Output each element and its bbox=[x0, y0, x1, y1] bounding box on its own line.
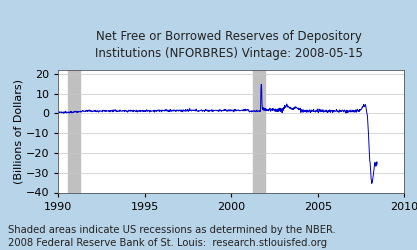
Text: Net Free or Borrowed Reserves of Depository
Institutions (NFORBRES) Vintage: 200: Net Free or Borrowed Reserves of Deposit… bbox=[95, 30, 363, 60]
Bar bbox=[68, 70, 80, 192]
Text: Shaded areas indicate US recessions as determined by the NBER.
2008 Federal Rese: Shaded areas indicate US recessions as d… bbox=[8, 225, 336, 248]
Bar bbox=[253, 70, 265, 192]
Y-axis label: (Billions of Dollars): (Billions of Dollars) bbox=[13, 79, 23, 184]
